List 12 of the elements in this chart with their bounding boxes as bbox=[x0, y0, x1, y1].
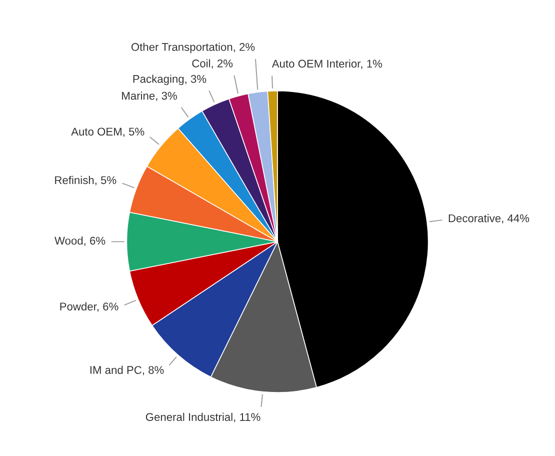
slice-label: IM and PC, 8% bbox=[90, 366, 164, 376]
slice-label: Refinish, 5% bbox=[55, 176, 116, 186]
slice-label: Other Transportation, 2% bbox=[131, 42, 255, 54]
slice-label: Packaging, 3% bbox=[133, 74, 206, 86]
slice-label: Coil, 2% bbox=[192, 59, 233, 69]
slice-label: Wood, 6% bbox=[54, 236, 106, 246]
slice-label: Auto OEM, 5% bbox=[71, 128, 144, 137]
slice-label: General Industrial, 11% bbox=[146, 412, 260, 422]
slice-label: Auto OEM Interior, 1% bbox=[272, 59, 382, 69]
slice-label: Decorative, 44% bbox=[448, 214, 530, 224]
slice-label: Powder, 6% bbox=[60, 302, 118, 312]
slice-label: Marine, 3% bbox=[122, 92, 177, 102]
